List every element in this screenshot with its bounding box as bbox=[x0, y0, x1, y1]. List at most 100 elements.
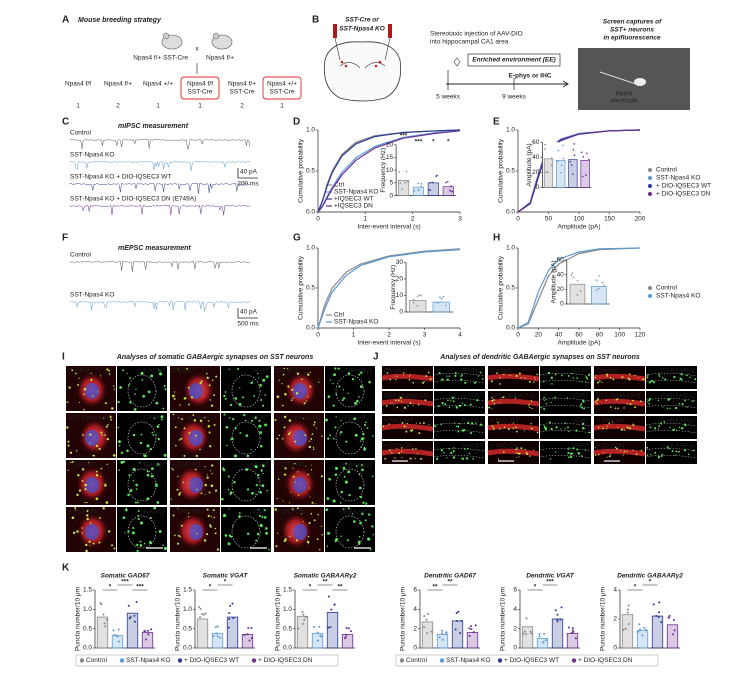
puncta bbox=[584, 449, 587, 451]
puncta bbox=[90, 372, 92, 374]
puncta bbox=[220, 497, 224, 501]
puncta bbox=[353, 520, 356, 523]
puncta bbox=[328, 477, 332, 481]
epifluorescence-image bbox=[578, 48, 690, 110]
puncta bbox=[342, 389, 344, 391]
puncta bbox=[287, 367, 289, 370]
dot bbox=[145, 638, 148, 641]
puncta bbox=[343, 475, 346, 478]
puncta bbox=[148, 541, 152, 544]
inset-dot bbox=[570, 164, 573, 166]
puncta bbox=[658, 425, 661, 428]
brain-outline bbox=[323, 41, 402, 102]
x-tick-label: 100 bbox=[574, 216, 585, 223]
puncta bbox=[291, 508, 294, 511]
inset-dot bbox=[585, 152, 588, 155]
puncta bbox=[453, 447, 455, 449]
puncta bbox=[102, 417, 105, 419]
dot bbox=[459, 632, 462, 635]
inset-dot bbox=[572, 173, 574, 175]
puncta bbox=[311, 501, 314, 504]
puncta bbox=[110, 418, 113, 421]
ratio: 2 bbox=[116, 103, 120, 110]
puncta bbox=[354, 433, 358, 437]
puncta bbox=[224, 534, 228, 537]
puncta bbox=[97, 391, 99, 393]
puncta bbox=[308, 521, 311, 525]
dot bbox=[229, 604, 232, 607]
puncta bbox=[596, 403, 598, 405]
puncta bbox=[305, 465, 307, 467]
puncta bbox=[596, 399, 599, 402]
puncta bbox=[335, 538, 339, 542]
puncta bbox=[354, 401, 358, 405]
channel-label: GAD67 bbox=[144, 415, 166, 422]
puncta bbox=[516, 456, 518, 458]
puncta bbox=[447, 399, 449, 401]
puncta bbox=[281, 404, 284, 407]
legend-label: + DIO-IQSEC3 WT bbox=[184, 657, 239, 664]
bar bbox=[111, 635, 124, 649]
puncta bbox=[117, 400, 120, 404]
puncta bbox=[175, 444, 177, 447]
trace bbox=[69, 204, 251, 216]
single-image bbox=[117, 507, 167, 552]
puncta bbox=[451, 396, 454, 399]
dot bbox=[626, 608, 629, 611]
puncta bbox=[635, 453, 638, 456]
puncta bbox=[288, 419, 292, 422]
puncta bbox=[520, 452, 522, 454]
puncta bbox=[473, 381, 476, 384]
puncta bbox=[416, 453, 418, 455]
x-axis-label: Amplitude (pA) bbox=[558, 340, 601, 347]
puncta bbox=[412, 382, 414, 384]
channel-label: VGAT bbox=[252, 368, 269, 375]
dendrite-outline bbox=[433, 423, 486, 434]
puncta bbox=[547, 371, 551, 375]
puncta bbox=[437, 405, 440, 407]
puncta bbox=[170, 498, 172, 500]
bar bbox=[636, 630, 649, 649]
puncta bbox=[216, 548, 220, 551]
puncta bbox=[348, 494, 351, 497]
puncta bbox=[187, 386, 190, 389]
puncta bbox=[162, 407, 165, 410]
puncta bbox=[470, 432, 473, 434]
puncta bbox=[536, 373, 538, 376]
puncta bbox=[551, 383, 553, 385]
inset-dot bbox=[576, 293, 579, 296]
puncta bbox=[518, 372, 521, 375]
inset-tick-label: 0 bbox=[536, 184, 540, 191]
puncta bbox=[532, 449, 535, 451]
puncta bbox=[177, 417, 180, 419]
dot bbox=[317, 639, 320, 642]
puncta bbox=[172, 514, 175, 517]
puncta bbox=[289, 502, 291, 504]
puncta bbox=[211, 472, 213, 475]
dot bbox=[127, 604, 130, 607]
puncta bbox=[683, 449, 687, 452]
puncta bbox=[402, 375, 404, 377]
dot bbox=[530, 632, 533, 635]
puncta bbox=[475, 381, 477, 383]
significance: * bbox=[432, 138, 435, 145]
puncta bbox=[334, 473, 338, 476]
y-tick-label: 1.0 bbox=[506, 127, 515, 134]
panel-title: mEPSC measurement bbox=[118, 245, 191, 252]
puncta bbox=[210, 404, 214, 407]
puncta bbox=[194, 468, 197, 471]
puncta bbox=[156, 462, 160, 466]
channel-label: VGAT bbox=[572, 393, 589, 400]
puncta bbox=[289, 535, 291, 538]
legend-swatch bbox=[79, 658, 85, 663]
puncta bbox=[206, 474, 208, 476]
puncta bbox=[367, 537, 371, 541]
puncta bbox=[640, 449, 643, 452]
puncta bbox=[204, 494, 206, 496]
inset-tick-label: 20 bbox=[557, 286, 565, 293]
puncta bbox=[391, 451, 393, 454]
time-label: 9 weeks bbox=[502, 94, 527, 101]
ratio: 1 bbox=[76, 103, 80, 110]
cell-outline bbox=[231, 515, 261, 549]
puncta bbox=[497, 421, 499, 424]
